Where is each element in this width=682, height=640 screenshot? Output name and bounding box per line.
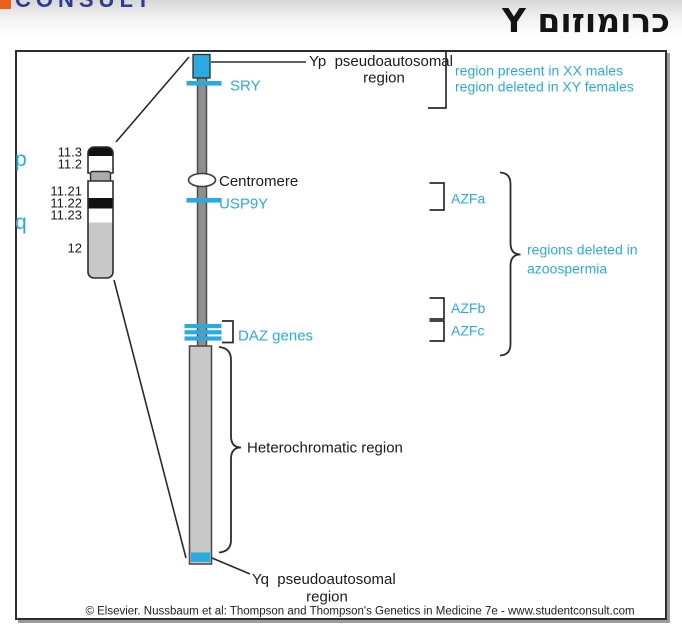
band-label: 11.3 <box>58 145 82 160</box>
daz-tick <box>184 330 222 335</box>
azfa-bracket <box>429 182 445 211</box>
azfc-label: AZFc <box>451 323 484 339</box>
azfb-bracket <box>429 297 445 320</box>
logo-text: CONSULT <box>15 0 155 13</box>
daz-bracket <box>222 320 234 344</box>
chromosome-shaft <box>196 72 208 348</box>
ideogram-p-arm-outline <box>87 146 114 174</box>
connector-line-bottom <box>113 279 187 559</box>
ideogram-q-arm-outline <box>87 180 114 279</box>
azoospermia-label-line2: azoospermia <box>527 261 607 277</box>
azfb-label: AZFb <box>451 300 485 316</box>
azfa-label: AZFa <box>451 191 485 207</box>
yq-par-pointer-line <box>211 557 251 575</box>
yp-par-label-line1: Yp pseudoautosomal <box>309 53 453 70</box>
centromere-label: Centromere <box>219 173 298 190</box>
p-arm-label: p <box>15 148 27 171</box>
band-label: 11.22 <box>50 196 82 211</box>
connector-line-top <box>115 56 190 143</box>
daz-tick <box>184 336 222 341</box>
sry-tick <box>186 81 222 86</box>
band-label: 11.21 <box>50 184 82 199</box>
par-note-line1: region present in XX males <box>455 63 623 79</box>
header-strip <box>0 0 682 46</box>
azoospermia-brace <box>499 171 521 357</box>
band-label: 11.2 <box>58 157 82 172</box>
heterochromatic-label: Heterochromatic region <box>247 440 403 457</box>
azfc-bracket <box>429 320 445 342</box>
logo-mark-icon <box>0 0 11 9</box>
heterochromatic-brace <box>218 346 242 554</box>
heterochromatic-bar <box>188 345 213 565</box>
band-yp11-3 <box>88 147 113 156</box>
band-yq11-22 <box>88 198 113 209</box>
usp9y-tick <box>186 198 222 203</box>
ideogram-centromere <box>89 170 112 183</box>
yp-par-bracket <box>428 50 447 109</box>
centromere-ellipse <box>187 172 217 188</box>
slide-title: כרומוזום Y <box>501 1 670 40</box>
band-label: 12 <box>68 241 82 256</box>
yp-par-block <box>192 53 211 79</box>
band-label: 11.23 <box>50 208 82 223</box>
sry-label: SRY <box>230 78 261 95</box>
band-yq12 <box>88 222 113 278</box>
q-arm-label: q <box>15 211 27 234</box>
par-note-line2: region deleted in XY females <box>455 79 634 95</box>
figure-frame <box>15 50 667 620</box>
yq-par-label-line2: region <box>306 589 348 606</box>
daz-tick <box>184 324 222 329</box>
studentconsult-logo: CONSULT <box>0 0 190 13</box>
usp9y-label: USP9Y <box>219 196 268 213</box>
yq-par-block <box>191 552 210 562</box>
yq-par-label-line1: Yq pseudoautosomal <box>252 571 396 588</box>
copyright-credit: © Elsevier. Nussbaum et al: Thompson and… <box>85 606 634 618</box>
azoospermia-label-line1: regions deleted in <box>527 242 638 258</box>
yp-par-label-line2: region <box>363 70 405 87</box>
daz-genes-label: DAZ genes <box>238 328 313 345</box>
